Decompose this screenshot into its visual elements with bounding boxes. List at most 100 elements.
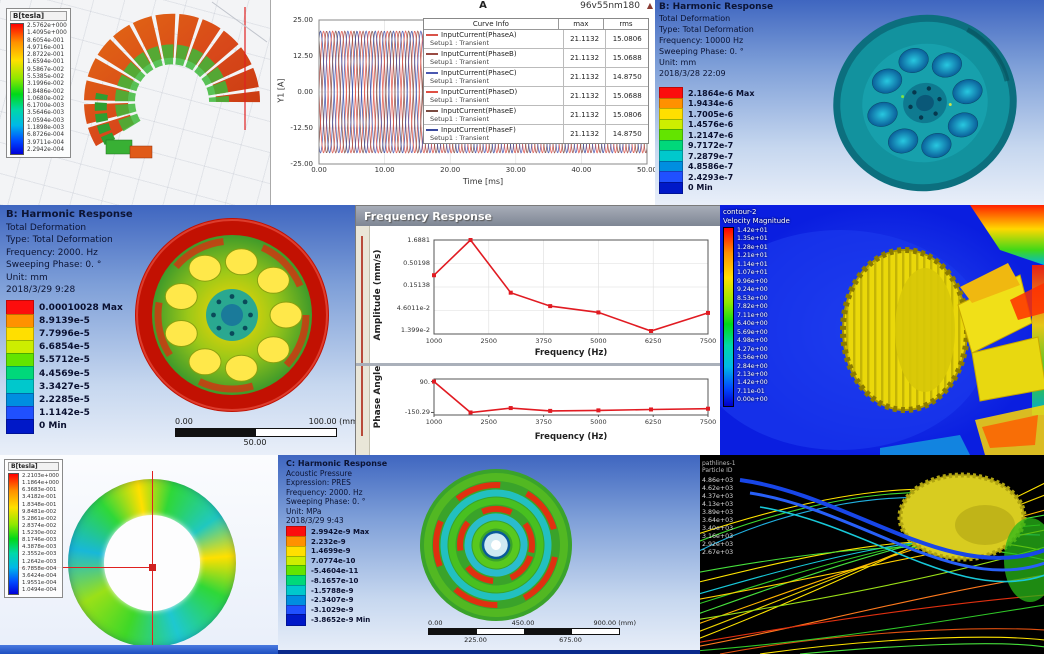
legend-value: 3.5646e-003 [27,110,65,117]
legend-value: 1.42e+01 [737,227,768,234]
plot-window-title: A [479,0,487,11]
curve-max: 21.1132 [564,125,607,143]
legend-title: B[tesla] [8,462,59,471]
x-tick: 3750 [535,337,552,345]
amplitude-x-ticks: 1000 2500 3750 5000 6250 7500 [416,337,721,345]
legend-colorbar [8,473,19,595]
table-row: InputCurrent(PhaseA) Setup1 : Transient … [424,30,648,49]
x-tick: 5000 [590,337,607,345]
fan-blades [957,263,1044,402]
main-streamlines [739,478,1044,583]
crosshair-center [149,564,156,571]
legend-value: 1.8486e-002 [27,88,65,95]
curve-color-swatch [426,53,438,55]
x-tick: 0.00 [311,166,327,174]
legend-value: 6.3683e-001 [22,487,57,494]
legend-value: 4.37e+03 [702,493,734,500]
legend-value: 6.7858e-004 [22,565,57,572]
table-row: InputCurrent(PhaseB) Setup1 : Transient … [424,49,648,68]
table-row: InputCurrent(PhaseD) Setup1 : Transient … [424,87,648,106]
particle-legend: pathlines-1 Particle ID 4.86e+03 4.62e+03… [702,460,736,556]
panel-maxwell-coil: B[tesla] 2.5762e+000 1.4095e+000 8.6054e-0… [0,0,270,205]
curve-color-swatch [426,72,438,74]
flywheel-red-view [135,218,329,412]
phase-y-tick: -150.29 [404,408,430,416]
curve-setup: Setup1 : Transient [430,134,490,142]
legend-value: 9.24e+00 [737,286,768,294]
curve-max: 21.1132 [564,68,607,86]
scale-ruler: 0.00 450.00 900.00 (mm) 225.00 675.00 [428,619,636,644]
legend-value: 1.42e+00 [737,379,768,387]
pressure-legend: 2.9942e-9 Max 2.232e-9 1.4699e-9 7.0774e… [286,526,370,626]
legend-value: 3.16e+03 [702,533,734,540]
flywheel-teal-view [833,14,1017,192]
legend-value: 4.27e+00 [737,345,768,353]
deformation-legend: 0.00010028 Max 8.9139e-5 7.7996e-5 6.685… [6,300,123,434]
legend-value: 2.3552e-003 [22,551,57,558]
legend-value: 7.11e-01 [737,387,765,395]
legend-value: 4.13e+03 [702,501,734,508]
taskbar-strip [0,645,278,654]
panel-streamlines: pathlines-1 Particle ID 4.86e+03 4.62e+03… [700,455,1044,654]
legend-entry: 5.5712e-5 [6,353,123,368]
y-tick: 0.50198 [403,258,430,267]
legend-color-chip [6,419,34,434]
legend-value: 3.56e+00 [737,354,768,362]
curve-setup: Setup1 : Transient [430,115,490,123]
legend-value: 9.96e+00 [737,277,768,285]
legend-value: 1.5230e-002 [22,530,57,536]
result-info: C: Harmonic Response Acoustic Pressure E… [286,459,388,525]
legend-title: B[tesla] [10,11,67,21]
legend-value: 8.53e+00 [737,294,768,302]
legend-value: 9.5867e-002 [27,66,65,73]
y-tick: 1.399e-2 [400,326,430,334]
result-info: B: Harmonic Response Total Deformation T… [6,209,133,295]
scale-ruler: 0.00 100.00 (mm) 50.00 [175,417,355,447]
curve-rms: 14.8750 [612,73,642,81]
curve-setup: Setup1 : Transient [430,58,490,66]
legend-value: 1.2642e-003 [22,558,57,565]
legend-entry: 0 Min [6,419,123,434]
x-tick: 2500 [480,418,498,426]
curve-max: 21.1132 [564,30,607,48]
window-title: Frequency Response [364,209,492,223]
window-titlebar[interactable]: Frequency Response [356,206,721,226]
panel-frequency-response-window: Frequency Response Amplitude (mm/s) 1.68… [355,205,722,457]
coil-outer-arc [84,13,261,147]
phase-y-tick: 90. [419,378,430,386]
legend-entry: 2.2285e-5 [6,392,123,408]
crosshair-vertical [152,471,153,647]
table-row: InputCurrent(PhaseF) Setup1 : Transient … [424,125,648,143]
legend-value: 6.40e+00 [737,320,768,328]
legend-value: 2.92e+03 [702,541,734,548]
curve-color-swatch [426,129,438,131]
legend-value: 4.3878e-003 [22,544,57,551]
curve-name: InputCurrent(PhaseE) [441,107,517,115]
velocity-legend: contour-2 Velocity Magnitude 1.42e+01 1.3… [723,208,790,407]
x-tick: 30.00 [505,166,526,174]
y-tick: 1.6881 [407,236,430,244]
legend-value: 7.82e+00 [737,303,768,311]
legend-entry: 4.4569e-5 [6,366,123,381]
legend-value: 8.6054e-001 [27,37,65,44]
window-separator [356,363,721,366]
x-tick: 1000 [425,337,443,345]
y-tick: 12.50 [292,52,313,60]
legend-value: 2.8374e-002 [22,522,57,529]
x-tick: 50.00 [636,166,656,174]
legend-colorbar [723,227,734,407]
amplitude-y-ticks: 1.6881 0.50198 0.15138 4.6011e-2 1.399e-2 [394,236,430,334]
legend-value: 5.69e+00 [737,328,768,336]
legend-value: 9.8481e-002 [22,508,57,515]
plot-design-label: 96v55nm180 [580,1,640,11]
curve-name: InputCurrent(PhaseB) [441,50,517,58]
legend-value: 6.8726e-004 [27,132,65,139]
legend-entry: 6.6854e-5 [6,339,123,355]
deformation-legend: 2.1864e-6 Max 1.9434e-6 1.7005e-6 1.4576… [659,87,755,194]
legend-value: 3.9711e-004 [27,139,65,146]
curve-rms: 15.0688 [612,54,642,62]
scroll-up-icon[interactable]: ▲ [646,1,653,10]
panel-harmonic-2000hz: B: Harmonic Response Total Deformation T… [0,205,355,455]
panel-maxwell-rotor: B[tesla] 2.2103e+000 1.1864e+000 6.3683e-0… [0,455,278,654]
